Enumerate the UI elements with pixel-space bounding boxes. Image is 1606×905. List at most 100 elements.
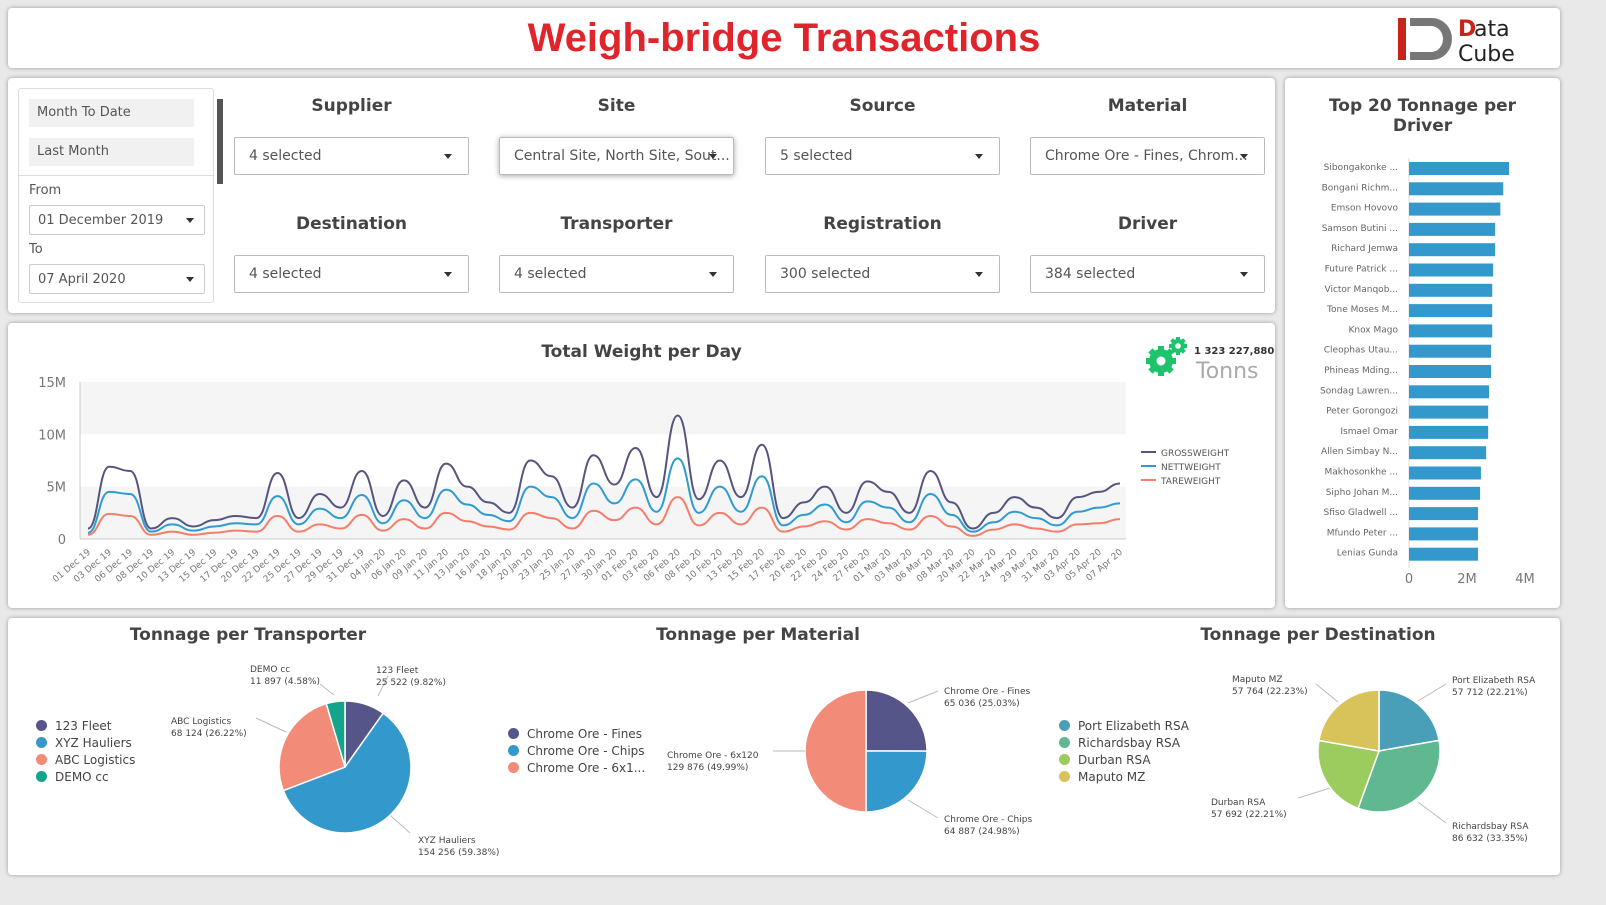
pie-slice: [1318, 689, 1380, 752]
legend-item[interactable]: Maputo MZ: [1059, 768, 1189, 785]
legend-item[interactable]: Chrome Ore - Chips: [508, 742, 645, 759]
slice-value-label: 25 522 (9.82%): [376, 678, 446, 688]
leader-line: [1417, 683, 1447, 702]
chart-title: Tonnage per Destination: [1200, 625, 1435, 645]
legend-dot-icon: [508, 762, 519, 773]
transporter-dropdown[interactable]: 4 selected: [499, 255, 734, 293]
site-value: Central Site, North Site, Sout...: [514, 148, 730, 164]
legend-label: DEMO cc: [55, 769, 109, 784]
material-dropdown[interactable]: Chrome Ore - Fines, Chrom...: [1030, 137, 1265, 175]
source-dropdown[interactable]: 5 selected: [765, 137, 1000, 175]
series-line-nettweight: [87, 457, 1121, 534]
driver-label: Knox Mago: [1348, 325, 1398, 335]
driver-label: Tone Moses M...: [1326, 305, 1398, 315]
gears-icon: [1146, 337, 1187, 376]
driver-bar: [1409, 243, 1496, 257]
driver-bar: [1409, 527, 1479, 541]
preset-month-to-date[interactable]: Month To Date: [29, 99, 194, 127]
caret-down-icon: [444, 154, 452, 159]
driver-bar: [1409, 263, 1494, 277]
x-tick-label: 2M: [1457, 572, 1477, 587]
chart-title: Tonnage per Material: [656, 625, 860, 645]
legend-item[interactable]: Durban RSA: [1059, 751, 1189, 768]
header: Weigh-bridge Transactions D ata Cube: [8, 8, 1560, 68]
page-title: Weigh-bridge Transactions: [527, 16, 1041, 60]
slice-value-label: 57 764 (22.23%): [1232, 687, 1308, 697]
svg-text:Cube: Cube: [1458, 42, 1515, 64]
legend-item[interactable]: Port Elizabeth RSA: [1059, 717, 1189, 734]
caret-down-icon: [709, 272, 717, 277]
pie-slice: [325, 700, 346, 768]
pie-slice: [282, 712, 412, 834]
scrollbar[interactable]: [217, 99, 223, 184]
driver-label: Future Patrick ...: [1325, 265, 1398, 275]
driver-bar: [1409, 344, 1492, 358]
site-dropdown[interactable]: Central Site, North Site, Sout...: [499, 137, 734, 175]
kpi-value: 1 323 227,880: [1194, 346, 1275, 357]
legend-item[interactable]: 123 Fleet: [36, 717, 135, 734]
leader-line: [377, 675, 389, 697]
leader-line: [1315, 683, 1339, 703]
caret-down-icon: [975, 154, 983, 159]
supplier-dropdown[interactable]: 4 selected: [234, 137, 469, 175]
registration-label: Registration: [823, 214, 942, 234]
driver-bar: [1409, 547, 1479, 561]
slice-value-label: 68 124 (26.22%): [171, 729, 247, 739]
slice-value-label: 86 632 (33.35%): [1452, 834, 1528, 844]
driver-value: 384 selected: [1045, 266, 1136, 282]
transporter-label: Transporter: [560, 214, 673, 234]
caret-down-icon: [1240, 154, 1248, 159]
slice-value-label: 11 897 (4.58%): [250, 677, 320, 687]
pie-legend: Chrome Ore - Fines Chrome Ore - Chips Chro…: [508, 725, 645, 776]
legend-dot-icon: [1059, 720, 1070, 731]
destination-dropdown[interactable]: 4 selected: [234, 255, 469, 293]
supplier-label: Supplier: [311, 96, 392, 116]
slice-name-label: Durban RSA: [1211, 798, 1266, 808]
legend-item[interactable]: ABC Logistics: [36, 751, 135, 768]
material-value: Chrome Ore - Fines, Chrom...: [1045, 148, 1248, 164]
driver-label: Bongani Richm...: [1322, 183, 1398, 193]
pie-slice: [1357, 739, 1441, 813]
driver-bar: [1409, 222, 1496, 236]
legend-item[interactable]: Chrome Ore - 6x1...: [508, 759, 645, 776]
driver-bar: [1409, 202, 1501, 216]
registration-dropdown[interactable]: 300 selected: [765, 255, 1000, 293]
slice-value-label: 129 876 (49.99%): [667, 763, 748, 773]
preset-last-month[interactable]: Last Month: [29, 138, 194, 166]
legend-dot-icon: [1059, 771, 1070, 782]
driver-dropdown[interactable]: 384 selected: [1030, 255, 1265, 293]
driver-label: Allen Simbay N...: [1321, 447, 1398, 457]
slice-name-label: Chrome Ore - 6x120: [667, 751, 759, 761]
from-date-picker[interactable]: 01 December 2019: [29, 205, 205, 235]
pie-legend: 123 Fleet XYZ Hauliers ABC Logistics DEMO c…: [36, 717, 135, 785]
slice-name-label: ABC Logistics: [171, 717, 232, 727]
legend-item[interactable]: Chrome Ore - Fines: [508, 725, 645, 742]
driver-label: Sfiso Gladwell ...: [1324, 508, 1398, 518]
filter-panel: Month To Date Last Month From 01 Decembe…: [8, 78, 1275, 313]
series-line-tareweight: [87, 496, 1121, 537]
leader-line: [907, 799, 939, 819]
plot-band: [80, 486, 1126, 539]
to-date-picker[interactable]: 07 April 2020: [29, 264, 205, 294]
legend-item[interactable]: DEMO cc: [36, 768, 135, 785]
pie-charts-panel: Tonnage per Transporter 123 Fleet 25 522 (…: [8, 618, 1560, 875]
legend-dot-icon: [36, 737, 47, 748]
legend-item[interactable]: XYZ Hauliers: [36, 734, 135, 751]
slice-name-label: Chrome Ore - Chips: [944, 815, 1032, 825]
pie-slice: [865, 750, 928, 813]
material-label: Material: [1107, 96, 1188, 116]
legend-dot-icon: [508, 745, 519, 756]
leader-line: [1417, 801, 1447, 824]
leader-line: [390, 815, 411, 834]
slice-value-label: 57 712 (22.21%): [1452, 688, 1528, 698]
y-tick-label: 15M: [38, 376, 66, 391]
caret-down-icon: [1240, 272, 1248, 277]
driver-label: Sibongakonke ...: [1324, 163, 1398, 173]
legend-label: ABC Logistics: [55, 752, 136, 767]
driver-label: Richard Jemwa: [1331, 244, 1398, 254]
legend-dot-icon: [1059, 737, 1070, 748]
slice-name-label: Maputo MZ: [1232, 675, 1283, 685]
legend-item[interactable]: Richardsbay RSA: [1059, 734, 1189, 751]
kpi-unit: Tonns: [1196, 359, 1259, 384]
